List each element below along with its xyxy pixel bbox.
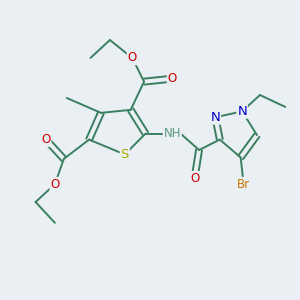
Text: O: O [168, 72, 177, 85]
Text: O: O [128, 51, 137, 64]
Text: S: S [121, 148, 129, 161]
Text: O: O [50, 178, 59, 191]
Text: Br: Br [237, 178, 250, 191]
Text: NH: NH [164, 127, 181, 140]
Text: N: N [211, 111, 220, 124]
Text: N: N [237, 105, 247, 118]
Text: O: O [190, 172, 199, 185]
Text: O: O [41, 133, 51, 146]
